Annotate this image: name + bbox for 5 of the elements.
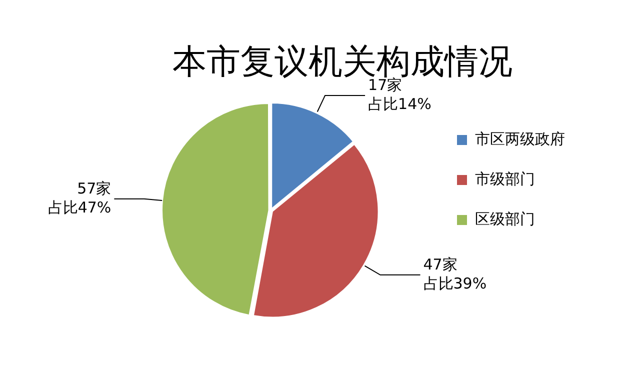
data-label: 57家占比47% bbox=[48, 179, 112, 216]
legend-label: 市级部门 bbox=[475, 170, 535, 188]
data-label: 47家占比39% bbox=[423, 255, 487, 292]
legend-label: 市区两级政府 bbox=[475, 130, 565, 148]
legend-label: 区级部门 bbox=[475, 210, 535, 228]
